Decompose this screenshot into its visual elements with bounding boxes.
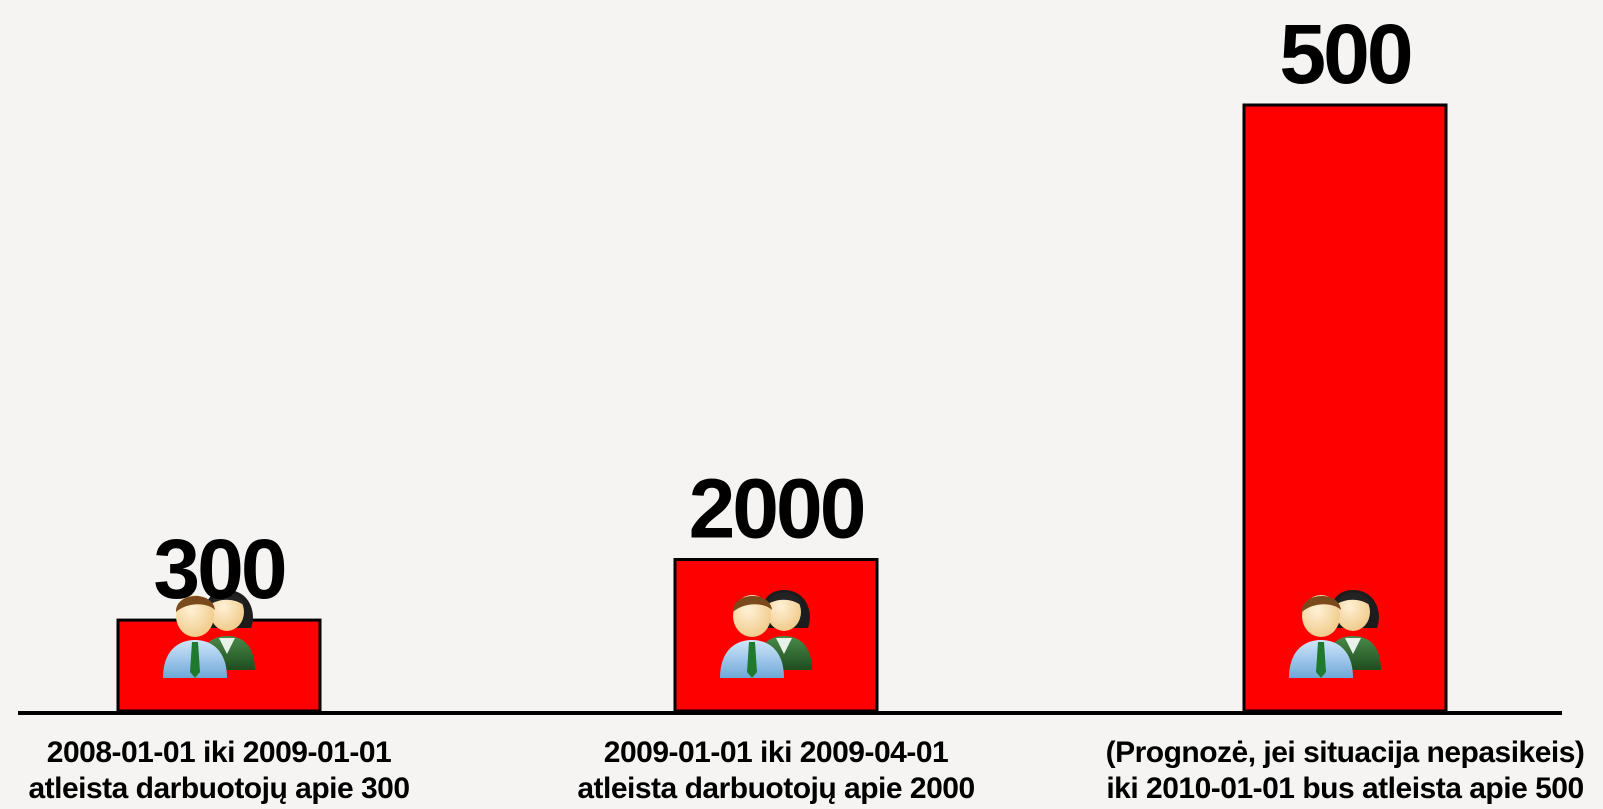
- category-label: 2009-01-01 iki 2009-04-01 atleista darbuo…: [577, 736, 974, 805]
- data-label: 500: [1279, 7, 1410, 101]
- bar: [673, 558, 879, 713]
- category-label-line: (Prognozė, jei situacija nepasikeis): [1106, 736, 1585, 769]
- category-label-line: iki 2010-01-01 bus atleista apie 500: [1106, 772, 1583, 805]
- category-label: 2008-01-01 iki 2009-01-01 atleista darbuo…: [28, 736, 409, 805]
- category-label: (Prognozė, jei situacija nepasikeis) iki …: [1106, 736, 1585, 805]
- category-label-line: atleista darbuotojų apie 2000: [577, 772, 974, 805]
- category-label-line: atleista darbuotojų apie 300: [28, 772, 409, 805]
- data-label: 2000: [689, 462, 864, 556]
- category-label-line: 2008-01-01 iki 2009-01-01: [47, 736, 391, 769]
- data-label: 300: [153, 522, 284, 616]
- category-label-line: 2009-01-01 iki 2009-04-01: [604, 736, 948, 769]
